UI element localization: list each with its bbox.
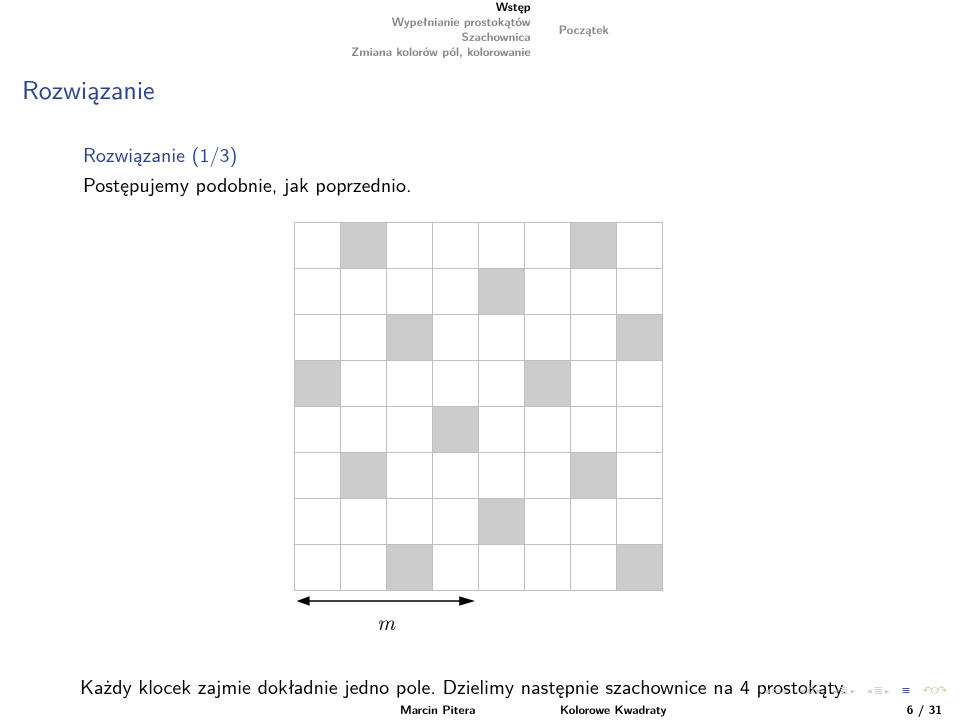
grid-cell <box>295 269 341 315</box>
grid-cell <box>387 361 433 407</box>
grid-cell <box>433 407 479 453</box>
grid-cell <box>295 407 341 453</box>
grid-cell <box>341 223 387 269</box>
nav-subsection-icon[interactable]: ◂⧉▸ <box>800 682 821 698</box>
grid-cell <box>341 545 387 591</box>
grid-cell <box>525 499 571 545</box>
slide-header: Wstęp Wypełnianie prostokątów Szachownic… <box>0 0 960 58</box>
footer-title: Kolorowe Kwadraty <box>560 700 666 718</box>
grid-cell <box>341 499 387 545</box>
grid-cell <box>571 269 617 315</box>
nav-doc-icon[interactable]: ◂≣▸ <box>867 682 889 698</box>
nav-appendix-icon[interactable]: ≡ <box>901 682 910 698</box>
grid-cell <box>433 545 479 591</box>
grid-cell <box>479 269 525 315</box>
grid-cell <box>479 499 525 545</box>
header-subsection[interactable]: Początek <box>559 22 609 37</box>
grid-cell <box>479 453 525 499</box>
grid-cell <box>387 269 433 315</box>
beamer-nav-symbols[interactable]: ◂▭▸ ◂⧉▸ ◂≣▸ ◂≣▸ ≡ ↶୦↷ <box>764 682 946 698</box>
grid-cell <box>571 361 617 407</box>
grid-cell <box>341 407 387 453</box>
body-line-1: Postępujemy podobnie, jak poprzednio. <box>83 170 412 199</box>
grid-cell <box>617 407 663 453</box>
footer-author: Marcin Pitera <box>400 700 475 718</box>
dimension-label: m <box>294 606 478 637</box>
grid-cell <box>295 453 341 499</box>
grid-cell <box>525 407 571 453</box>
grid-cell <box>479 545 525 591</box>
grid-cell <box>617 315 663 361</box>
grid-cell <box>617 269 663 315</box>
footer-page-number: 6 / 31 <box>907 700 942 718</box>
grid-cell <box>525 545 571 591</box>
grid-cell <box>341 453 387 499</box>
grid-cell <box>571 315 617 361</box>
grid-cell <box>571 453 617 499</box>
grid-cell <box>387 223 433 269</box>
grid-cell <box>295 361 341 407</box>
grid-cell <box>433 453 479 499</box>
grid-cell <box>433 361 479 407</box>
grid-cell <box>617 499 663 545</box>
grid-cell <box>617 453 663 499</box>
grid-cell <box>525 269 571 315</box>
grid-cell <box>479 223 525 269</box>
grid-cell <box>479 315 525 361</box>
grid-cell <box>617 361 663 407</box>
grid-cell <box>295 545 341 591</box>
grid-cell <box>479 407 525 453</box>
grid-cell <box>571 545 617 591</box>
grid-cell <box>295 223 341 269</box>
grid-cell <box>295 315 341 361</box>
grid-cell <box>341 361 387 407</box>
grid-cell <box>571 499 617 545</box>
grid-cell <box>479 361 525 407</box>
grid-cell <box>341 269 387 315</box>
grid-cell <box>387 407 433 453</box>
grid-cell <box>525 453 571 499</box>
slide-footer: Marcin Pitera Kolorowe Kwadraty 6 / 31 <box>0 698 960 720</box>
section-item[interactable]: Zmiana kolorów pól, kolorowanie <box>351 44 530 59</box>
grid-figure: m <box>294 222 663 591</box>
grid-cell <box>387 453 433 499</box>
grid-cell <box>525 361 571 407</box>
header-sections: Wstęp Wypełnianie prostokątów Szachownic… <box>351 0 530 59</box>
grid-cell <box>617 545 663 591</box>
dimension-annotation: m <box>294 594 478 637</box>
nav-back-forward-icon[interactable]: ↶୦↷ <box>923 682 946 698</box>
grid-cell <box>617 223 663 269</box>
grid-cell <box>525 315 571 361</box>
grid-cell <box>433 223 479 269</box>
grid-cell <box>525 223 571 269</box>
grid-cell <box>433 269 479 315</box>
grid-cell <box>387 315 433 361</box>
grid-cell <box>387 545 433 591</box>
nav-frame-icon[interactable]: ◂▭▸ <box>764 682 787 698</box>
grid-cell <box>387 499 433 545</box>
grid-cell <box>571 223 617 269</box>
frame-title: Rozwiązanie <box>22 70 155 108</box>
grid-cell <box>433 315 479 361</box>
grid-cell <box>295 499 341 545</box>
nav-section-icon[interactable]: ◂≣▸ <box>833 682 855 698</box>
grid-cell <box>433 499 479 545</box>
grid-cell <box>571 407 617 453</box>
checkerboard-grid <box>294 222 663 591</box>
grid-cell <box>341 315 387 361</box>
block-title: Rozwiązanie (1/3) <box>83 140 237 169</box>
